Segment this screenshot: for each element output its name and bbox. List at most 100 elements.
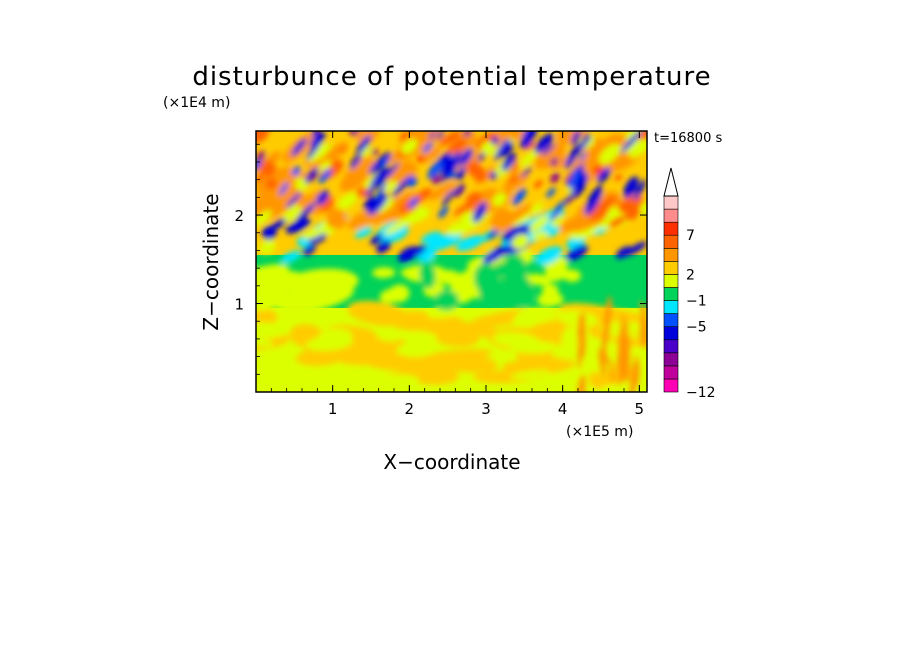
- y-tick-label: 1: [234, 296, 244, 314]
- field-blob: [427, 307, 461, 319]
- x-unit-label: (×1E5 m): [566, 424, 633, 440]
- field-blob: [431, 175, 442, 185]
- field-blob: [370, 167, 390, 189]
- field-blob: [256, 210, 272, 226]
- field-blob: [562, 269, 581, 283]
- field-blob: [565, 173, 573, 183]
- field-blob: [265, 216, 290, 233]
- field-blob: [501, 224, 532, 242]
- field-blob: [372, 267, 396, 279]
- field-blob: [354, 226, 373, 239]
- field-blob: [550, 172, 560, 183]
- field-blob: [617, 332, 626, 373]
- field-blob: [441, 189, 455, 206]
- field-blob: [391, 175, 413, 198]
- field-blob: [305, 335, 353, 352]
- field-blob: [615, 246, 632, 259]
- field-blob: [318, 160, 332, 171]
- field-blob: [580, 361, 615, 373]
- colorbar-swatch: [663, 234, 679, 249]
- colorbar-swatch: [663, 365, 679, 380]
- field-blob: [355, 131, 380, 145]
- field-blob: [582, 133, 591, 145]
- field-blob: [625, 131, 643, 142]
- colorbar-swatch: [663, 260, 679, 275]
- field-blob: [384, 218, 410, 235]
- field-blob: [455, 166, 466, 181]
- field-blob: [448, 171, 457, 180]
- field-blob: [624, 208, 642, 221]
- field-blob: [634, 359, 640, 388]
- field-blob: [482, 245, 508, 264]
- x-axis-label: X−coordinate: [383, 450, 520, 474]
- field-blob: [618, 194, 644, 214]
- heatmap-field: [256, 131, 647, 392]
- field-blob: [624, 241, 647, 257]
- field-blob: [408, 196, 419, 209]
- field-blob: [440, 159, 460, 184]
- field-blob: [376, 240, 392, 254]
- field-blob: [256, 131, 270, 144]
- x-tick-label: 3: [481, 400, 491, 418]
- field-blob: [347, 300, 409, 327]
- field-blob: [304, 167, 319, 184]
- field-blob: [508, 176, 518, 183]
- colorbar-tick-label: 2: [686, 267, 695, 283]
- field-blob: [256, 188, 288, 217]
- field-blob: [381, 158, 390, 168]
- x-tick-label: 2: [405, 400, 415, 418]
- field-blob: [369, 151, 392, 175]
- field-blob: [259, 239, 276, 254]
- field-blob: [542, 142, 556, 156]
- field-blob: [588, 201, 611, 221]
- field-blob: [489, 171, 498, 180]
- field-blob: [337, 192, 358, 210]
- field-blob: [291, 166, 301, 176]
- colorbar-extend-arrow: [663, 167, 679, 197]
- field-blob: [428, 181, 457, 201]
- field-blob: [472, 201, 487, 223]
- field-blob: [481, 141, 496, 156]
- field-blob: [602, 296, 612, 349]
- field-blob: [265, 178, 278, 190]
- field-blob: [340, 147, 347, 152]
- field-blob: [256, 337, 274, 347]
- field-blob: [407, 176, 418, 188]
- field-blobs: [256, 131, 647, 392]
- field-blob: [404, 331, 438, 343]
- field-blob: [491, 136, 500, 145]
- field-blob: [384, 180, 398, 193]
- field-blob: [294, 177, 308, 191]
- field-blob: [592, 165, 603, 175]
- field-blob: [537, 291, 564, 307]
- field-blob: [283, 285, 335, 313]
- colorbar-tick-label: −12: [686, 385, 716, 401]
- field-blob: [419, 146, 443, 164]
- field-blob: [584, 185, 603, 215]
- colorbar-swatch: [663, 195, 679, 210]
- field-blob: [400, 267, 424, 278]
- field-blob: [559, 214, 586, 233]
- field-blob: [598, 347, 606, 376]
- colorbar-swatch: [663, 300, 679, 314]
- field-blob: [417, 348, 492, 363]
- field-blob: [508, 131, 526, 141]
- colorbar-swatch: [663, 248, 679, 262]
- field-blob: [455, 235, 484, 252]
- field-blob: [283, 204, 301, 222]
- field-blob: [416, 155, 425, 163]
- field-blob: [529, 215, 550, 233]
- colorbar-swatch: [663, 378, 679, 393]
- plot-frame: [255, 130, 648, 393]
- field-blob: [401, 139, 418, 155]
- colorbar-tick-label: 7: [686, 228, 695, 244]
- field-blob: [553, 200, 566, 214]
- field-blob: [434, 290, 459, 311]
- field-blob: [499, 141, 514, 158]
- field-blob: [577, 374, 586, 392]
- field-blob: [472, 166, 487, 182]
- field-blob: [638, 131, 647, 140]
- field-blob: [280, 250, 302, 264]
- colorbar-tick-label: −5: [686, 320, 707, 336]
